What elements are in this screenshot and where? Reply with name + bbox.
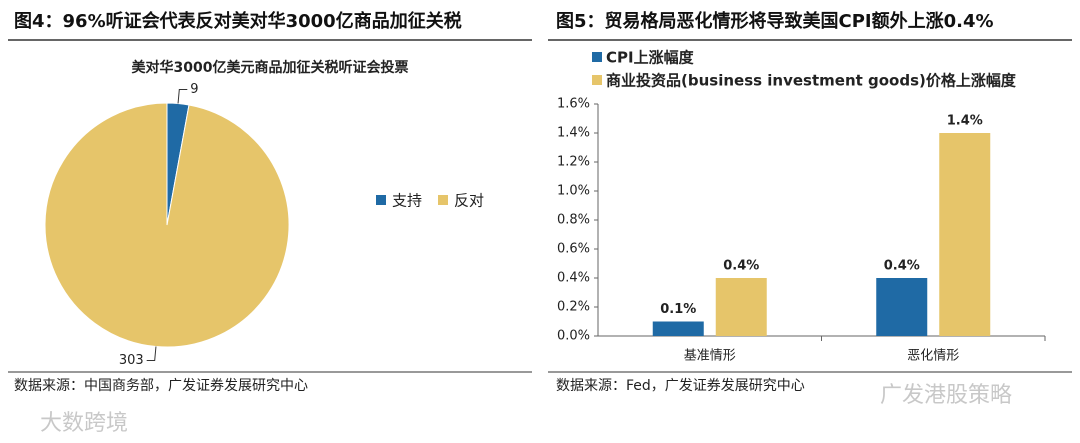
figure-title: 图4：96%听证会代表反对美对华3000亿商品加征关税 <box>14 10 462 32</box>
figure-title: 图5：贸易格局恶化情形将导致美国CPI额外上涨0.4% <box>556 10 994 32</box>
y-tick-label: 0.2% <box>557 300 590 315</box>
data-label: 0.4% <box>723 259 759 274</box>
legend-swatch <box>438 195 448 205</box>
x-tick-label: 基准情形 <box>684 349 736 364</box>
bar <box>652 321 704 336</box>
legend-swatch <box>592 75 602 85</box>
source: 数据来源：Fed，广发证券发展研究中心 <box>556 378 805 394</box>
y-tick-label: 1.0% <box>557 184 590 199</box>
y-tick-label: 0.6% <box>557 242 590 257</box>
data-label: 1.4% <box>947 114 983 129</box>
y-tick-label: 0.8% <box>557 213 590 228</box>
y-tick-label: 1.2% <box>557 155 590 170</box>
data-label: 9 <box>190 82 198 97</box>
y-tick-label: 1.6% <box>557 97 590 112</box>
data-label: 0.1% <box>660 302 696 317</box>
data-label: 303 <box>119 353 144 368</box>
legend-label: 商业投资品(business investment goods)价格上涨幅度 <box>606 72 1017 90</box>
legend-swatch <box>592 52 602 62</box>
bar <box>715 278 767 336</box>
watermark: 大数跨境 <box>40 411 128 436</box>
leader-line <box>146 346 157 361</box>
y-tick-label: 0.0% <box>557 329 590 344</box>
y-tick-label: 1.4% <box>557 126 590 141</box>
pie-slice <box>44 102 290 348</box>
bar <box>939 133 991 336</box>
watermark: 广发港股策略 <box>880 383 1012 408</box>
x-tick-label: 恶化情形 <box>907 349 959 364</box>
leader-line <box>177 89 188 104</box>
data-label: 0.4% <box>884 259 920 274</box>
legend-swatch <box>376 195 386 205</box>
legend-label: 支持 <box>392 192 422 210</box>
chart-title: 美对华3000亿美元商品加征关税听证会投票 <box>132 59 409 76</box>
legend-label: CPI上涨幅度 <box>606 49 695 67</box>
y-tick-label: 0.4% <box>557 271 590 286</box>
legend-label: 反对 <box>454 192 484 210</box>
source: 数据来源：中国商务部，广发证券发展研究中心 <box>14 378 308 394</box>
bar <box>876 278 928 336</box>
